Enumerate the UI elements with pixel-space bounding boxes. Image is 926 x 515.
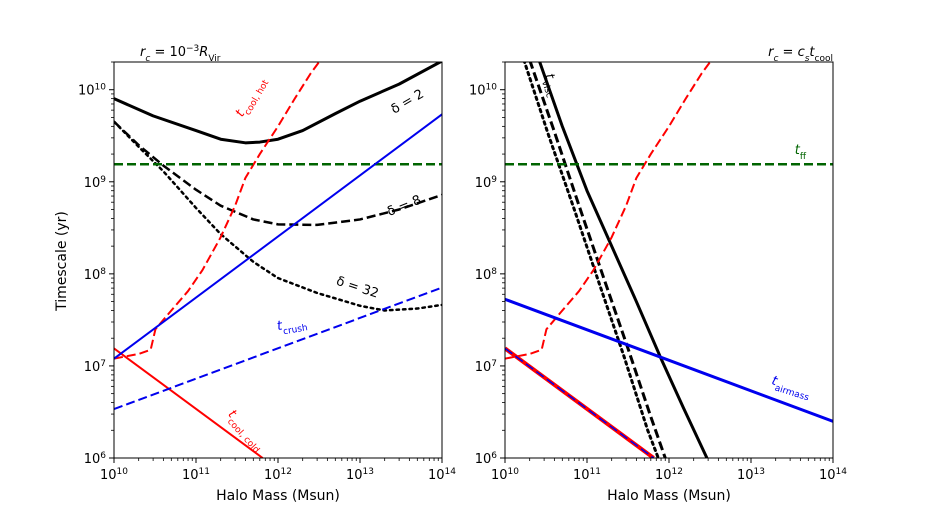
curve-label-tff: tff bbox=[795, 143, 807, 162]
y-tick-label: 106 bbox=[84, 451, 107, 467]
curve-label-d2: δ = 2 bbox=[389, 87, 427, 118]
x-tick-label: 1010 bbox=[491, 467, 519, 483]
curve-label-d32: δ = 32 bbox=[334, 274, 380, 302]
curve-label-tcr: tcrush bbox=[276, 314, 309, 338]
x-tick-label: 1014 bbox=[428, 467, 456, 483]
x-tick-label: 1012 bbox=[655, 467, 683, 483]
series-line-blue-solid bbox=[114, 113, 442, 360]
curve-label-tcc: tcool, cold bbox=[222, 407, 268, 455]
x-tick-label: 1011 bbox=[573, 467, 601, 483]
x-tick-label: 1014 bbox=[819, 467, 847, 483]
x-axis-label: Halo Mass (Msun) bbox=[607, 488, 731, 504]
series-line-blue-overlay bbox=[505, 347, 655, 458]
y-tick-label: 107 bbox=[475, 359, 497, 375]
y-tick-label: 106 bbox=[475, 451, 498, 467]
y-tick-label: 109 bbox=[84, 175, 107, 191]
series-line-t-visc-solid bbox=[538, 62, 709, 458]
left-panel: 1010 1011 1012 1013 1014 106 107 108 109 1010 Halo… bbox=[78, 44, 456, 504]
plot-area bbox=[505, 62, 833, 458]
panel-title: rc = cstcool bbox=[768, 45, 833, 64]
series-line--8 bbox=[114, 120, 442, 227]
axes-frame bbox=[113, 61, 443, 459]
x-tick-label: 1013 bbox=[346, 467, 374, 483]
series-line-t-cool-hot bbox=[114, 62, 321, 360]
panel-title: rc = 10−3RVir bbox=[140, 44, 221, 64]
curve-label-tvi: tvisc bbox=[538, 72, 563, 99]
curve-label-d8: δ = 8 bbox=[385, 193, 423, 220]
y-tick-label: 109 bbox=[475, 175, 498, 191]
right-panel: 1010 1011 1012 1013 1014 106 107 108 109 1010 Halo… bbox=[469, 45, 847, 504]
series-line-t-crush bbox=[114, 286, 442, 411]
series-line--32 bbox=[114, 120, 442, 312]
x-tick-label: 1010 bbox=[100, 467, 128, 483]
x-axis-label: Halo Mass (Msun) bbox=[216, 488, 340, 504]
curve-label-tch: tcool, hot bbox=[233, 74, 272, 122]
series-line-t-airmass bbox=[505, 297, 833, 423]
y-tick-label: 107 bbox=[84, 359, 106, 375]
axes-frame bbox=[504, 61, 834, 459]
series-line-t-visc-dotted bbox=[522, 62, 660, 458]
x-tick-label: 1012 bbox=[264, 467, 292, 483]
y-tick-label: 1010 bbox=[469, 83, 497, 99]
x-tick-label: 1011 bbox=[182, 467, 210, 483]
plot-area bbox=[114, 62, 442, 458]
series-line-t-cool-cold bbox=[114, 347, 264, 458]
series-line-t-visc-dashed bbox=[528, 62, 667, 458]
y-tick-label: 1010 bbox=[78, 83, 106, 99]
y-tick-label: 108 bbox=[475, 267, 498, 283]
x-tick-label: 1013 bbox=[737, 467, 765, 483]
y-tick-label: 108 bbox=[84, 267, 107, 283]
series-line-t-cool-hot bbox=[505, 62, 712, 360]
y-axis-label: Timescale (yr) bbox=[54, 211, 70, 312]
